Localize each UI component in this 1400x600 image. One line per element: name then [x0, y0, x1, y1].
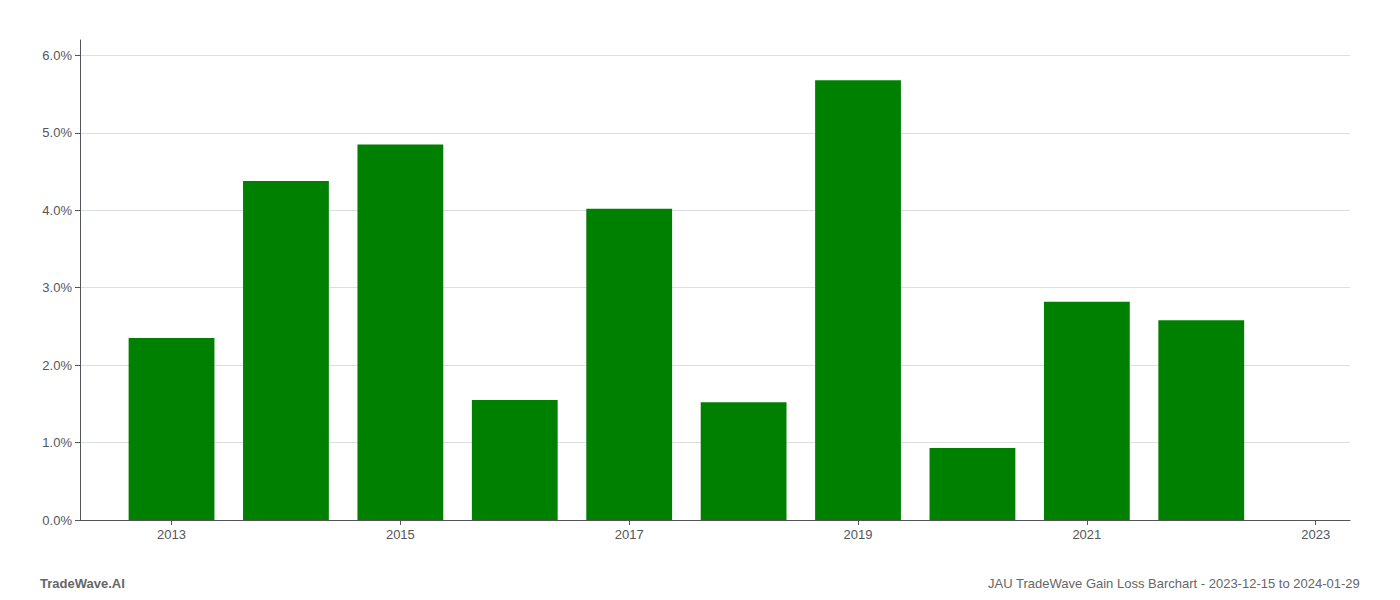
svg-text:JAU TradeWave Gain Loss Barcha: JAU TradeWave Gain Loss Barchart - 2023-… — [988, 576, 1360, 591]
svg-text:0.0%: 0.0% — [42, 513, 72, 528]
svg-text:2023: 2023 — [1301, 527, 1330, 542]
svg-text:2017: 2017 — [615, 527, 644, 542]
svg-text:2015: 2015 — [386, 527, 415, 542]
svg-text:1.0%: 1.0% — [42, 435, 72, 450]
svg-text:6.0%: 6.0% — [42, 48, 72, 63]
svg-text:2021: 2021 — [1072, 527, 1101, 542]
svg-text:TradeWave.AI: TradeWave.AI — [40, 576, 125, 591]
svg-text:2013: 2013 — [157, 527, 186, 542]
svg-text:3.0%: 3.0% — [42, 280, 72, 295]
svg-text:2.0%: 2.0% — [42, 358, 72, 373]
svg-text:4.0%: 4.0% — [42, 203, 72, 218]
svg-text:5.0%: 5.0% — [42, 125, 72, 140]
svg-text:2019: 2019 — [844, 527, 873, 542]
